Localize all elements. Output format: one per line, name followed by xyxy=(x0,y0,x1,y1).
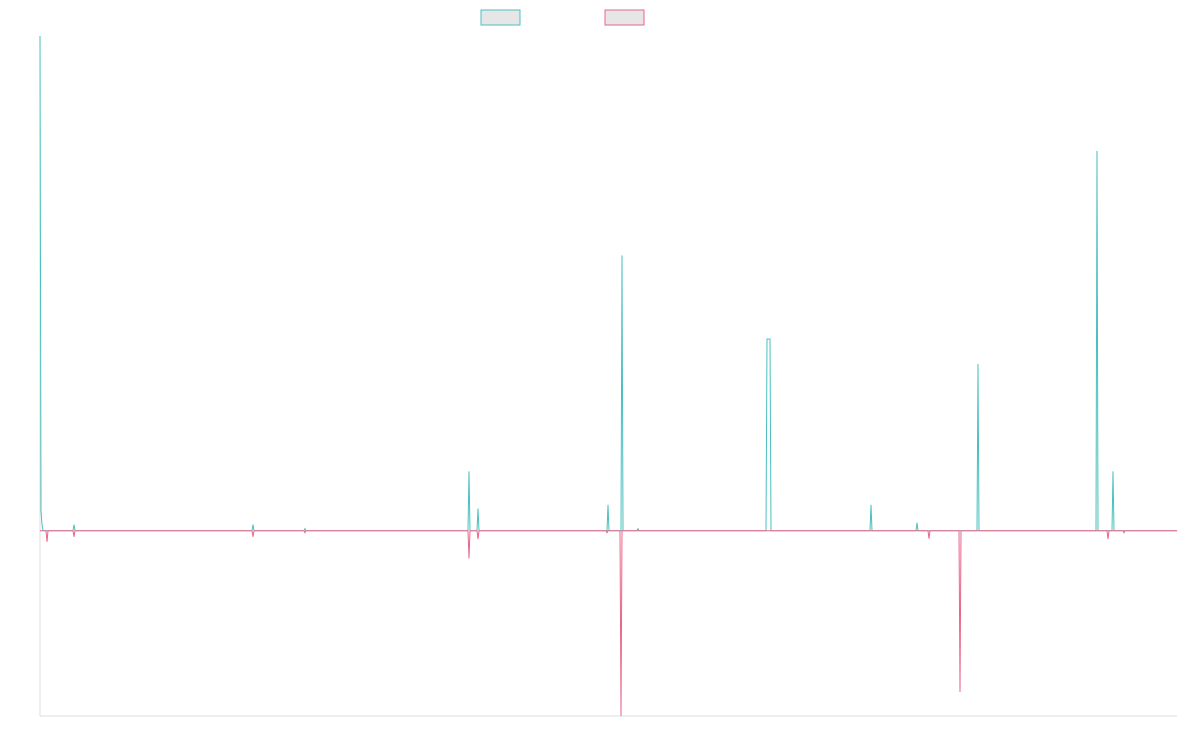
legend xyxy=(480,9,645,26)
legend-swatch-2[interactable] xyxy=(604,9,645,26)
plot-area xyxy=(39,35,1177,717)
series-line-1 xyxy=(39,35,1177,532)
axes xyxy=(39,36,1177,717)
series-line-2 xyxy=(40,530,1177,717)
legend-swatch-1[interactable] xyxy=(480,9,521,26)
